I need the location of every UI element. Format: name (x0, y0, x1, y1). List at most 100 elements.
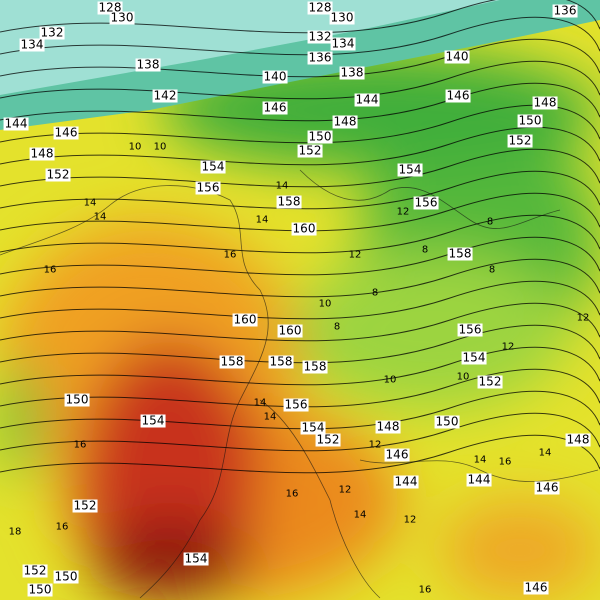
geopotential-label: 152 (477, 374, 503, 389)
temperature-label: 16 (285, 488, 299, 500)
geopotential-label: 154 (200, 159, 226, 174)
geopotential-label: 130 (329, 10, 355, 25)
temperature-label: 12 (348, 249, 362, 261)
geopotential-label: 152 (507, 133, 533, 148)
geopotential-label: 152 (72, 498, 98, 513)
geopotential-label: 148 (565, 432, 591, 447)
isoline (0, 280, 600, 320)
temperature-label: 10 (153, 141, 167, 153)
geopotential-label: 146 (523, 580, 549, 595)
isoline (0, 60, 600, 100)
isoline-group (0, 0, 600, 474)
geopotential-label: 134 (19, 37, 45, 52)
temperature-label: 14 (93, 211, 107, 223)
geopotential-label: 160 (291, 221, 317, 236)
temperature-label: 18 (8, 526, 22, 538)
orange-se (440, 500, 600, 600)
temperature-label: 14 (353, 509, 367, 521)
temperature-label: 16 (223, 249, 237, 261)
geopotential-label: 138 (339, 65, 365, 80)
geopotential-label: 154 (183, 551, 209, 566)
geopotential-label: 146 (445, 88, 471, 103)
geopotential-label: 146 (384, 447, 410, 462)
geopotential-label: 160 (277, 323, 303, 338)
geopotential-label: 144 (393, 474, 419, 489)
geopotential-label: 158 (268, 354, 294, 369)
geopotential-label: 150 (517, 113, 543, 128)
geopotential-label: 144 (3, 116, 29, 131)
temperature-label: 14 (538, 447, 552, 459)
geopotential-label: 142 (152, 88, 178, 103)
geopotential-label: 148 (532, 95, 558, 110)
geopotential-label: 132 (307, 29, 333, 44)
geopotential-label: 154 (300, 420, 326, 435)
temperature-label: 12 (576, 312, 590, 324)
temperature-label: 8 (371, 287, 379, 299)
geopotential-label: 146 (534, 480, 560, 495)
geopotential-label: 156 (195, 180, 221, 195)
temperature-label: 10 (128, 141, 142, 153)
isoline (0, 412, 600, 452)
isoline (0, 236, 600, 276)
isoline (0, 170, 600, 210)
temperature-label: 10 (383, 374, 397, 386)
isoline (0, 434, 600, 474)
geopotential-label: 128 (307, 0, 333, 15)
isoline (0, 82, 600, 122)
temperature-label: 16 (55, 521, 69, 533)
geopotential-label: 150 (53, 569, 79, 584)
temperature-label: 8 (486, 216, 494, 228)
geopotential-label: 128 (97, 0, 123, 15)
geopotential-label: 150 (27, 582, 53, 597)
temperature-label: 12 (501, 341, 515, 353)
geopotential-label: 150 (307, 129, 333, 144)
geopotential-label: 158 (219, 354, 245, 369)
temperature-label: 16 (498, 456, 512, 468)
temperature-label: 8 (421, 244, 429, 256)
isoline (0, 214, 600, 254)
temperature-label: 12 (396, 206, 410, 218)
temperature-label: 14 (255, 214, 269, 226)
temperature-label: 12 (338, 484, 352, 496)
geopotential-label: 140 (262, 69, 288, 84)
geopotential-label: 136 (552, 3, 578, 18)
geopotential-label: 134 (330, 36, 356, 51)
geopotential-label: 146 (262, 100, 288, 115)
isoline (0, 38, 600, 78)
green-atlantic (0, 360, 40, 480)
geopotential-label: 150 (64, 392, 90, 407)
geopotential-label: 158 (276, 194, 302, 209)
geopotential-label: 156 (457, 322, 483, 337)
geopotential-label: 154 (397, 162, 423, 177)
temperature-label: 10 (456, 371, 470, 383)
isoline (0, 192, 600, 232)
lightgreen-east (290, 250, 570, 410)
geopotential-label: 148 (29, 146, 55, 161)
geopotential-label: 158 (447, 246, 473, 261)
geopotential-label: 150 (434, 414, 460, 429)
temperature-label: 12 (403, 514, 417, 526)
temperature-label: 14 (263, 411, 277, 423)
geopotential-label: 154 (140, 413, 166, 428)
geopotential-label: 156 (283, 397, 309, 412)
temperature-label: 16 (418, 584, 432, 596)
geopotential-label: 154 (461, 350, 487, 365)
geopotential-label: 152 (45, 167, 71, 182)
geopotential-label: 148 (375, 419, 401, 434)
geopotential-label: 158 (302, 359, 328, 374)
isoline (0, 126, 600, 166)
geopotential-label: 146 (53, 125, 79, 140)
geopotential-label: 152 (315, 432, 341, 447)
geopotential-label: 148 (332, 114, 358, 129)
isoline (0, 324, 600, 364)
geopotential-label: 144 (466, 472, 492, 487)
coastline-group (0, 169, 599, 599)
geopotential-label: 156 (413, 195, 439, 210)
temperature-label: 16 (43, 264, 57, 276)
isoline (0, 16, 600, 56)
geopotential-label: 140 (444, 49, 470, 64)
isoline (0, 302, 600, 342)
temperature-label: 8 (333, 321, 341, 333)
temperature-label: 14 (253, 397, 267, 409)
